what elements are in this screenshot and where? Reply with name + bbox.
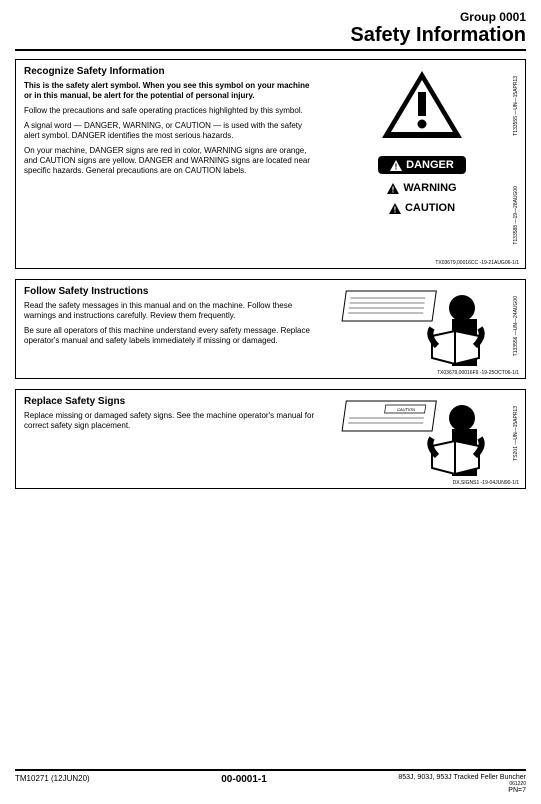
side-ref-code: T133556 —UN—24AUG00 bbox=[513, 296, 519, 356]
caution-sign: ! CAUTION bbox=[389, 202, 455, 214]
person-reading-sign-icon: CAUTION bbox=[337, 396, 507, 476]
paragraph: Be sure all operators of this machine un… bbox=[24, 326, 319, 346]
person-reading-manual-icon bbox=[337, 286, 507, 366]
paragraph: On your machine, DANGER signs are red in… bbox=[24, 146, 319, 176]
danger-label: DANGER bbox=[406, 159, 454, 171]
safety-alert-triangle-icon bbox=[377, 66, 467, 146]
text-column: Replace Safety Signs Replace missing or … bbox=[24, 396, 327, 484]
footer-mid: 00-0001-1 bbox=[221, 774, 267, 785]
paragraph: A signal word — DANGER, WARNING, or CAUT… bbox=[24, 121, 319, 141]
ref-code: TX03679,00016CC -19-21AUG06-1/1 bbox=[10, 258, 519, 266]
svg-text:!: ! bbox=[394, 205, 397, 214]
paragraph: Read the safety messages in this manual … bbox=[24, 301, 319, 321]
paragraph: This is the safety alert symbol. When yo… bbox=[24, 81, 319, 101]
section-recognize-safety: Recognize Safety Information This is the… bbox=[15, 59, 526, 269]
section-title: Replace Safety Signs bbox=[24, 396, 319, 407]
text-column: Recognize Safety Information This is the… bbox=[24, 66, 327, 264]
paragraph: Replace missing or damaged safety signs.… bbox=[24, 411, 319, 431]
footer-page-num: PN=7 bbox=[398, 787, 526, 794]
svg-text:!: ! bbox=[395, 162, 398, 171]
ref-code: DX,SIGNS1 -19-04JUN90-1/1 bbox=[10, 478, 519, 486]
danger-sign: ! DANGER bbox=[378, 156, 466, 174]
section-replace-signs: Replace Safety Signs Replace missing or … bbox=[15, 389, 526, 489]
section-title: Recognize Safety Information bbox=[24, 66, 319, 77]
image-column: CAUTION TS201 —UN—15APR13 bbox=[327, 396, 517, 484]
paragraph: Follow the precautions and safe operatin… bbox=[24, 106, 319, 116]
side-ref-code: T133555 —UN—15APR13 bbox=[513, 76, 519, 136]
footer-product: 853J, 903J, 953J Tracked Feller Buncher bbox=[398, 774, 526, 781]
text-column: Follow Safety Instructions Read the safe… bbox=[24, 286, 327, 374]
footer-left: TM10271 (12JUN20) bbox=[15, 774, 90, 783]
image-column: T133556 —UN—24AUG00 bbox=[327, 286, 517, 374]
section-title: Follow Safety Instructions bbox=[24, 286, 319, 297]
image-column: T133555 —UN—15APR13 ! DANGER ! WARNING !… bbox=[327, 66, 517, 264]
footer-right: 853J, 903J, 953J Tracked Feller Buncher … bbox=[398, 774, 526, 794]
side-ref-code: T133588 —19—28AUG00 bbox=[513, 186, 519, 245]
side-ref-code: TS201 —UN—15APR13 bbox=[513, 406, 519, 461]
ref-code: TX03679,00016F9 -19-25OCT06-1/1 bbox=[10, 368, 519, 376]
svg-text:!: ! bbox=[392, 185, 395, 194]
svg-text:CAUTION: CAUTION bbox=[397, 407, 416, 412]
page-title: Safety Information bbox=[15, 24, 526, 47]
caution-label: CAUTION bbox=[405, 202, 455, 214]
page-footer: TM10271 (12JUN20) 00-0001-1 853J, 903J, … bbox=[15, 769, 526, 794]
page: Group 0001 Safety Information Recognize … bbox=[0, 0, 541, 804]
group-code: Group 0001 bbox=[15, 10, 526, 24]
warning-label: WARNING bbox=[403, 182, 456, 194]
page-header: Group 0001 Safety Information bbox=[15, 10, 526, 51]
section-follow-instructions: Follow Safety Instructions Read the safe… bbox=[15, 279, 526, 379]
warning-sign: ! WARNING bbox=[387, 182, 456, 194]
